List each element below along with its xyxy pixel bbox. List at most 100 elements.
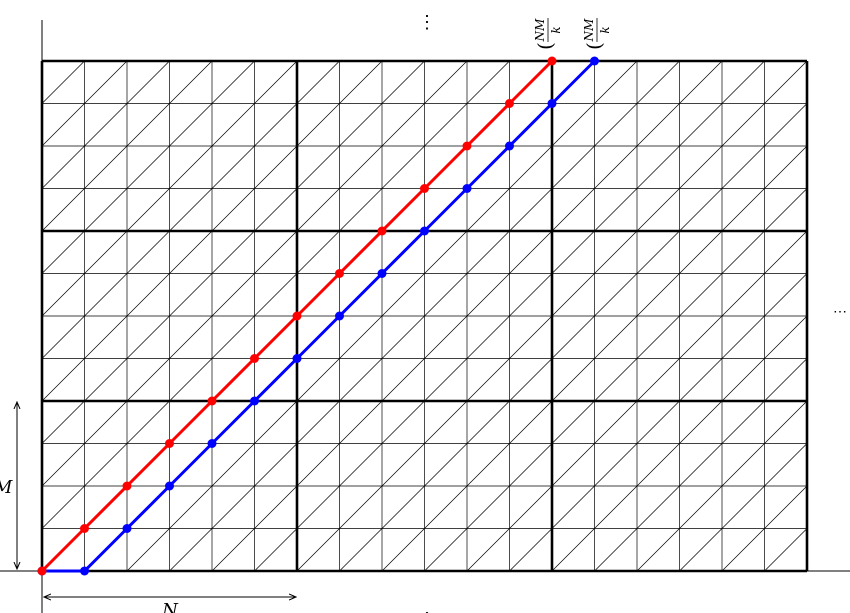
- cell-diagonal: [126, 230, 170, 274]
- blue-node: [462, 184, 472, 193]
- cell-diagonal: [509, 358, 553, 402]
- cell-diagonal: [466, 315, 510, 359]
- cell-diagonal: [764, 358, 808, 402]
- blue-path: [42, 59, 596, 573]
- cell-diagonal: [254, 230, 298, 274]
- cell-diagonal: [594, 400, 638, 444]
- cell-diagonal: [424, 358, 468, 402]
- cell-diagonal: [339, 188, 383, 232]
- cell-diagonal: [721, 273, 765, 317]
- n-label: N: [161, 600, 179, 613]
- cell-diagonal: [551, 230, 595, 274]
- paren: (: [582, 42, 606, 50]
- cell-diagonal: [466, 443, 510, 487]
- cell-diagonal: [84, 230, 128, 274]
- cell-diagonal: [424, 103, 468, 147]
- cell-diagonal: [679, 315, 723, 359]
- cell-diagonal: [84, 145, 128, 189]
- cell-diagonal: [211, 60, 255, 104]
- cell-diagonal: [509, 528, 553, 572]
- cell-diagonal: [296, 528, 340, 572]
- cell-diagonal: [509, 400, 553, 444]
- denominator: k: [598, 26, 612, 33]
- cell-diagonal: [169, 485, 213, 529]
- cell-diagonal: [679, 443, 723, 487]
- m-label: M: [0, 477, 13, 498]
- cell-diagonal: [339, 400, 383, 444]
- cell-diagonal: [254, 145, 298, 189]
- bottom-dot: .: [424, 598, 430, 613]
- red-node: [165, 439, 174, 448]
- cell-diagonal: [721, 188, 765, 232]
- cell-diagonal: [254, 528, 298, 572]
- cell-diagonal: [339, 358, 383, 402]
- cell-diagonal: [296, 145, 340, 189]
- cell-diagonal: [509, 443, 553, 487]
- red-node: [292, 311, 302, 321]
- cell-diagonal: [764, 230, 808, 274]
- cell-diagonal: [41, 315, 85, 359]
- red-node: [462, 141, 472, 151]
- cell-diagonal: [41, 485, 85, 529]
- blue-node: [250, 396, 259, 406]
- cell-diagonal: [296, 188, 340, 232]
- red-node: [547, 56, 557, 66]
- cell-diagonal: [594, 315, 638, 359]
- grid: [40, 59, 809, 573]
- cell-diagonal: [636, 485, 680, 529]
- cell-diagonal: [594, 230, 638, 274]
- endpoint-label-blue: ( NM k: [582, 18, 612, 50]
- cell-diagonal: [594, 103, 638, 147]
- cell-diagonal: [339, 485, 383, 529]
- cell-diagonal: [764, 315, 808, 359]
- blue-node: [335, 311, 344, 321]
- cell-diagonal: [296, 230, 340, 274]
- blue-node: [547, 99, 557, 108]
- cell-diagonal: [424, 485, 468, 529]
- cell-diagonal: [211, 443, 255, 487]
- cell-diagonal: [509, 485, 553, 529]
- cell-diagonal: [169, 103, 213, 147]
- cell-diagonal: [41, 103, 85, 147]
- cell-diagonal: [84, 443, 128, 487]
- cell-diagonal: [721, 60, 765, 104]
- cell-diagonal: [636, 358, 680, 402]
- cell-diagonal: [84, 315, 128, 359]
- cell-diagonal: [679, 103, 723, 147]
- cell-diagonal: [466, 400, 510, 444]
- cell-diagonal: [721, 443, 765, 487]
- cell-diagonal: [636, 230, 680, 274]
- blue-node: [420, 226, 429, 236]
- cell-diagonal: [636, 400, 680, 444]
- cell-diagonal: [466, 60, 510, 104]
- cell-diagonal: [679, 400, 723, 444]
- cell-diagonal: [424, 443, 468, 487]
- blue-node: [590, 56, 599, 66]
- cell-diagonal: [169, 60, 213, 104]
- cell-diagonal: [764, 443, 808, 487]
- red-node: [250, 354, 259, 363]
- cell-diagonal: [211, 188, 255, 232]
- cell-diagonal: [551, 358, 595, 402]
- cell-diagonal: [339, 60, 383, 104]
- cell-diagonal: [254, 485, 298, 529]
- cell-diagonal: [126, 145, 170, 189]
- cell-diagonal: [594, 485, 638, 529]
- cell-diagonal: [254, 60, 298, 104]
- red-node: [505, 99, 514, 108]
- cell-diagonal: [41, 145, 85, 189]
- endpoint-label-red: ( NM k: [533, 18, 563, 50]
- cell-diagonal: [509, 188, 553, 232]
- cell-diagonal: [41, 188, 85, 232]
- cell-diagonal: [551, 188, 595, 232]
- cell-diagonal: [466, 485, 510, 529]
- cell-diagonal: [721, 400, 765, 444]
- cell-diagonal: [679, 358, 723, 402]
- cell-diagonal: [594, 443, 638, 487]
- cell-diagonal: [211, 103, 255, 147]
- cell-diagonal: [764, 273, 808, 317]
- cell-diagonal: [509, 273, 553, 317]
- cell-diagonal: [721, 528, 765, 572]
- blue-node: [122, 524, 132, 533]
- cell-diagonal: [126, 273, 170, 317]
